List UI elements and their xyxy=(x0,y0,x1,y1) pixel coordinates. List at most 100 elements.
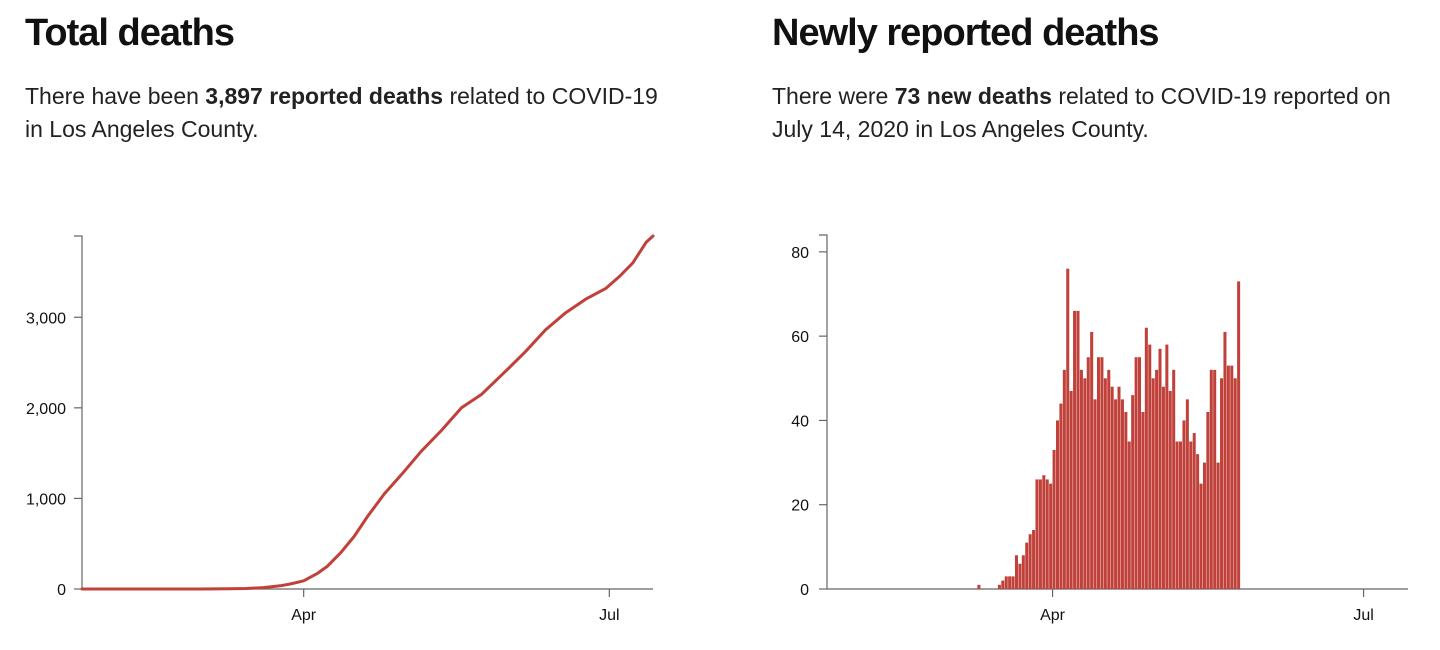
new-deaths-bar xyxy=(1182,420,1186,589)
new-deaths-bar xyxy=(1131,395,1135,589)
new-deaths-bar xyxy=(1120,399,1124,589)
y-tick-label: 60 xyxy=(791,329,809,346)
new-deaths-bar xyxy=(1008,576,1012,589)
new-deaths-summary: There were 73 new deaths related to COVI… xyxy=(772,80,1437,146)
summary-text: related to COVID-19 in Los Angeles Count… xyxy=(25,83,658,142)
new-deaths-bar xyxy=(1083,378,1087,589)
new-deaths-bar xyxy=(1096,357,1101,589)
new-deaths-bar xyxy=(1004,576,1008,589)
new-deaths-bar xyxy=(1110,386,1114,589)
new-deaths-bar xyxy=(1151,378,1155,589)
new-deaths-bar xyxy=(1141,412,1145,589)
new-deaths-bar xyxy=(1073,310,1077,589)
x-tick-label: Jul xyxy=(599,607,619,624)
new-deaths-bar xyxy=(1127,441,1131,589)
new-deaths-bar xyxy=(1028,534,1032,589)
new-deaths-bar xyxy=(1069,390,1073,589)
x-tick-label: Apr xyxy=(1040,607,1066,624)
y-tick-label: 3,000 xyxy=(26,310,66,327)
new-deaths-bar xyxy=(1206,412,1210,589)
new-deaths-panel: Newly reported deaths There were 73 new … xyxy=(745,0,1440,650)
new-deaths-bar xyxy=(1025,542,1029,589)
new-deaths-bar xyxy=(1213,369,1217,589)
new-deaths-bar xyxy=(1168,390,1172,589)
total-deaths-panel: Total deaths There have been 3,897 repor… xyxy=(0,0,700,650)
new-deaths-bar xyxy=(1158,348,1162,589)
new-deaths-bar xyxy=(1179,441,1183,589)
new-deaths-bar xyxy=(1114,399,1118,589)
new-deaths-bar xyxy=(1172,369,1176,589)
new-deaths-bar xyxy=(1192,433,1196,589)
y-tick-label: 0 xyxy=(57,582,66,599)
new-deaths-bar xyxy=(1062,369,1066,589)
new-deaths-bar xyxy=(1066,268,1070,589)
new-deaths-bar xyxy=(1237,281,1241,589)
new-deaths-bar xyxy=(1220,378,1224,589)
new-deaths-bar xyxy=(1103,378,1107,589)
y-tick-label: 20 xyxy=(791,498,809,515)
new-deaths-bar xyxy=(1202,462,1206,589)
new-deaths-bar xyxy=(1233,378,1237,589)
new-deaths-bar xyxy=(1124,412,1128,589)
new-deaths-bar xyxy=(1001,580,1005,589)
new-deaths-bar xyxy=(1093,399,1097,589)
new-deaths-bar xyxy=(1226,365,1230,589)
new-deaths-bar xyxy=(1165,344,1169,589)
new-deaths-bar xyxy=(1161,386,1165,589)
new-deaths-bar xyxy=(977,584,981,589)
new-deaths-bar xyxy=(1209,369,1213,589)
y-tick-label: 0 xyxy=(800,582,809,599)
new-deaths-bar xyxy=(1032,530,1036,589)
new-deaths-bar xyxy=(1059,403,1063,589)
total-deaths-summary: There have been 3,897 reported deaths re… xyxy=(25,80,665,146)
summary-text: related to COVID-19 reported on July 14,… xyxy=(772,83,1391,142)
new-deaths-bar xyxy=(1018,563,1022,589)
new-deaths-bar xyxy=(1134,357,1138,589)
new-deaths-bar xyxy=(1144,327,1148,589)
new-deaths-bar xyxy=(1086,357,1090,589)
x-tick-label: Apr xyxy=(291,607,317,624)
new-deaths-bar xyxy=(1100,357,1104,589)
x-tick-label: Jul xyxy=(1353,607,1373,624)
new-deaths-bar xyxy=(1223,331,1227,589)
total-deaths-line xyxy=(80,234,655,591)
new-deaths-bar xyxy=(1052,449,1056,589)
new-deaths-bar xyxy=(1199,483,1203,589)
y-tick-label: 2,000 xyxy=(26,401,66,418)
y-tick-label: 1,000 xyxy=(26,491,66,508)
axis-line xyxy=(74,235,653,590)
summary-text: There have been xyxy=(25,83,206,109)
new-deaths-bar xyxy=(1196,454,1200,589)
new-deaths-title: Newly reported deaths xyxy=(772,12,1160,54)
new-deaths-bar xyxy=(1076,310,1080,589)
new-deaths-bar xyxy=(1011,576,1015,589)
new-deaths-bar xyxy=(1045,479,1049,589)
y-tick-label: 40 xyxy=(791,413,809,430)
new-deaths-bar xyxy=(1014,555,1018,589)
new-deaths-bar xyxy=(1189,441,1193,589)
new-deaths-bar xyxy=(1185,399,1189,589)
new-deaths-bar xyxy=(1216,462,1220,589)
total-deaths-chart: 0 1,000 2,000 3,000 Apr Jul xyxy=(26,234,655,624)
new-deaths-bar xyxy=(997,584,1001,589)
new-deaths-bar xyxy=(1148,344,1152,589)
summary-highlight: 3,897 reported deaths xyxy=(205,83,444,109)
new-deaths-bar xyxy=(1035,479,1039,589)
new-deaths-bar xyxy=(1138,357,1142,589)
new-deaths-bar xyxy=(1175,441,1179,589)
new-deaths-chart: 0 20 40 60 80 Apr Jul xyxy=(791,234,1408,624)
new-deaths-bar xyxy=(1042,475,1046,589)
new-deaths-bar xyxy=(1230,365,1234,589)
new-deaths-bar xyxy=(1055,420,1059,589)
new-deaths-bar xyxy=(1021,555,1025,589)
summary-highlight: 73 new deaths xyxy=(894,83,1052,109)
new-deaths-bar xyxy=(1079,369,1083,589)
total-deaths-title: Total deaths xyxy=(25,12,235,54)
new-deaths-bar xyxy=(1049,483,1053,589)
new-deaths-bar xyxy=(1117,386,1121,589)
summary-text: There were xyxy=(772,83,895,109)
new-deaths-bar xyxy=(1090,331,1094,589)
new-deaths-bar xyxy=(1038,479,1042,589)
new-deaths-bar xyxy=(1107,369,1111,589)
y-tick-label: 80 xyxy=(791,245,809,262)
